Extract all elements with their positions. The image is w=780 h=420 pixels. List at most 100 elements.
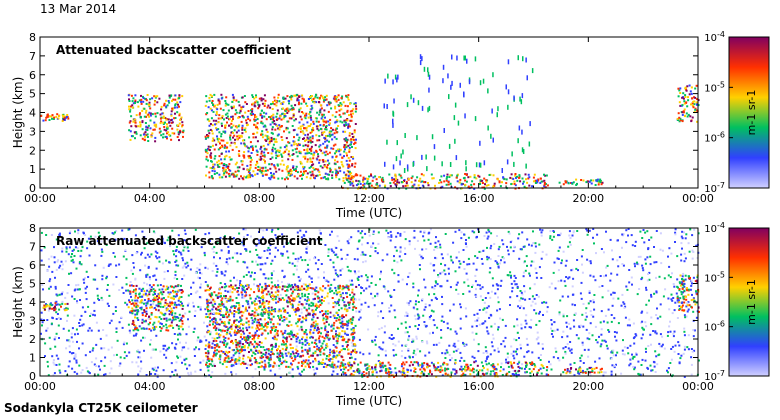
backscatter-cell (294, 104, 297, 107)
backscatter-cell (247, 176, 250, 179)
backscatter-cell (171, 127, 174, 130)
backscatter-cell (173, 106, 176, 109)
backscatter-cell (399, 246, 402, 249)
backscatter-cell (293, 136, 295, 139)
backscatter-cell (457, 339, 460, 342)
backscatter-cell (687, 242, 690, 245)
backscatter-cell (405, 311, 408, 314)
backscatter-cell (170, 296, 173, 299)
backscatter-cell (124, 249, 127, 252)
backscatter-cell (59, 264, 62, 267)
backscatter-cell (247, 174, 250, 177)
backscatter-cell (479, 80, 482, 86)
backscatter-cell (427, 184, 430, 187)
backscatter-cell (274, 373, 277, 376)
backscatter-cell (685, 233, 688, 236)
backscatter-cell (184, 232, 187, 235)
backscatter-cell (140, 288, 143, 291)
backscatter-cell (660, 345, 663, 348)
backscatter-cell (89, 315, 92, 317)
backscatter-cell (374, 247, 377, 249)
backscatter-cell (295, 265, 298, 268)
backscatter-cell (115, 230, 118, 232)
backscatter-cell (226, 112, 229, 115)
backscatter-cell (634, 265, 636, 268)
backscatter-cell (354, 272, 357, 275)
backscatter-cell (146, 283, 148, 286)
backscatter-cell (428, 317, 431, 320)
backscatter-cell (478, 250, 481, 253)
backscatter-cell (73, 314, 76, 317)
backscatter-cell (298, 144, 301, 146)
backscatter-cell (536, 181, 539, 184)
backscatter-cell (467, 236, 470, 239)
backscatter-cell (273, 122, 276, 125)
backscatter-cell (307, 116, 310, 119)
backscatter-cell (364, 301, 367, 304)
backscatter-cell (299, 125, 302, 128)
backscatter-cell (429, 228, 432, 231)
backscatter-cell (691, 102, 694, 105)
backscatter-cell (190, 286, 192, 289)
backscatter-cell (498, 180, 501, 183)
backscatter-cell (221, 176, 224, 179)
backscatter-cell (538, 243, 541, 246)
backscatter-cell (365, 182, 368, 185)
backscatter-cell (290, 104, 293, 107)
backscatter-cell (326, 144, 329, 147)
backscatter-cell (311, 135, 314, 138)
backscatter-cell (131, 104, 134, 107)
backscatter-cell (483, 160, 486, 166)
backscatter-cell (168, 94, 171, 97)
backscatter-cell (154, 315, 157, 318)
backscatter-cell (160, 318, 163, 320)
backscatter-cell (217, 323, 219, 326)
backscatter-cell (291, 368, 294, 371)
backscatter-cell (589, 322, 592, 325)
backscatter-cell (334, 159, 336, 162)
backscatter-cell (238, 166, 241, 169)
backscatter-cell (624, 316, 627, 319)
backscatter-cell (478, 323, 481, 326)
backscatter-cell (149, 114, 152, 117)
backscatter-cell (216, 349, 219, 352)
backscatter-cell (227, 172, 230, 175)
backscatter-cell (40, 311, 43, 314)
backscatter-cell (87, 237, 90, 240)
backscatter-cell (440, 253, 443, 256)
backscatter-cell (265, 128, 268, 131)
backscatter-cell (543, 183, 546, 186)
backscatter-cell (655, 276, 657, 279)
backscatter-cell (339, 269, 342, 272)
backscatter-cell (245, 119, 248, 122)
backscatter-cell (514, 187, 517, 190)
backscatter-cell (487, 125, 489, 131)
backscatter-cell (496, 112, 498, 118)
backscatter-cell (208, 299, 211, 302)
backscatter-cell (127, 94, 130, 97)
backscatter-cell (437, 240, 440, 243)
backscatter-cell (148, 115, 151, 118)
backscatter-cell (434, 184, 436, 187)
backscatter-cell (173, 333, 176, 335)
backscatter-cell (140, 102, 143, 105)
backscatter-cell (284, 110, 287, 113)
backscatter-cell (318, 173, 321, 176)
backscatter-cell (164, 299, 167, 302)
backscatter-cell (526, 264, 528, 267)
backscatter-cell (641, 276, 644, 279)
backscatter-cell (344, 176, 347, 179)
backscatter-cell (615, 354, 617, 357)
backscatter-cell (176, 290, 179, 293)
backscatter-cell (154, 299, 157, 302)
backscatter-cell (224, 270, 227, 273)
backscatter-cell (296, 355, 299, 357)
backscatter-cell (135, 131, 138, 134)
backscatter-cell (109, 360, 112, 363)
backscatter-cell (378, 176, 381, 179)
backscatter-cell (231, 100, 234, 103)
backscatter-cell (317, 153, 319, 156)
backscatter-cell (248, 155, 251, 158)
backscatter-cell (122, 343, 125, 346)
backscatter-cell (179, 129, 182, 132)
